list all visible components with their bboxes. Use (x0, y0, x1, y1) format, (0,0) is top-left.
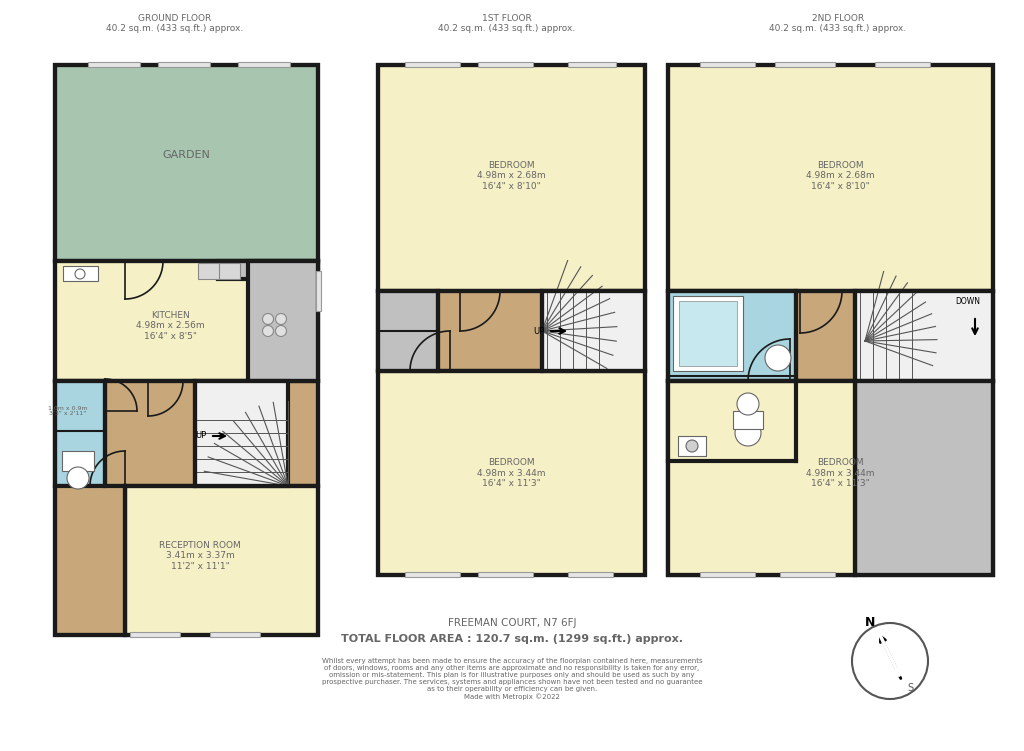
Text: BEDROOM
4.98m x 2.68m
16'4" x 8'10": BEDROOM 4.98m x 2.68m 16'4" x 8'10" (806, 161, 874, 191)
Text: S: S (907, 683, 913, 693)
Circle shape (67, 467, 89, 489)
Text: FREEMAN COURT, N7 6FJ: FREEMAN COURT, N7 6FJ (447, 618, 577, 628)
Bar (55, 486, 125, 635)
Text: DOWN: DOWN (955, 297, 981, 306)
Text: BEDROOM
4.98m x 3.44m
16'4" x 11'3": BEDROOM 4.98m x 3.44m 16'4" x 11'3" (477, 458, 545, 488)
Text: 1.0m x 0.9m
3'3" x 2'11": 1.0m x 0.9m 3'3" x 2'11" (48, 406, 88, 416)
Circle shape (765, 345, 791, 371)
Text: 2ND FLOOR
40.2 sq.m. (433 sq.ft.) approx.: 2ND FLOOR 40.2 sq.m. (433 sq.ft.) approx… (769, 14, 906, 33)
Text: 1ST FLOOR
40.2 sq.m. (433 sq.ft.) approx.: 1ST FLOOR 40.2 sq.m. (433 sq.ft.) approx… (438, 14, 575, 33)
Bar (733, 411, 763, 429)
Circle shape (735, 420, 761, 446)
Bar (195, 381, 288, 486)
Text: RECEPTION ROOM
3.41m x 3.37m
11'2" x 11'1": RECEPTION ROOM 3.41m x 3.37m 11'2" x 11'… (159, 541, 241, 571)
Bar (855, 381, 993, 575)
Bar (406, 62, 460, 67)
Bar (238, 62, 290, 67)
Text: BEDROOM
4.98m x 3.44m
16'4" x 11'3": BEDROOM 4.98m x 3.44m 16'4" x 11'3" (806, 458, 874, 488)
Bar (248, 261, 318, 381)
Bar (679, 301, 737, 366)
Bar (55, 65, 318, 261)
Bar (218, 261, 318, 279)
Circle shape (262, 325, 273, 336)
Bar (855, 291, 993, 381)
Bar (210, 632, 260, 637)
Text: GROUND FLOOR
40.2 sq.m. (433 sq.ft.) approx.: GROUND FLOOR 40.2 sq.m. (433 sq.ft.) app… (106, 14, 244, 33)
Bar (668, 291, 993, 381)
Circle shape (75, 269, 85, 279)
Bar (780, 572, 835, 577)
Circle shape (275, 313, 287, 324)
Bar (668, 65, 993, 291)
Bar (88, 62, 140, 67)
Bar (63, 266, 98, 281)
Text: UP: UP (195, 432, 206, 441)
Bar (158, 62, 210, 67)
Circle shape (262, 313, 273, 324)
Bar (378, 291, 438, 371)
Bar (478, 572, 534, 577)
Bar (378, 291, 645, 371)
Bar (378, 371, 645, 575)
Bar (700, 572, 755, 577)
Bar (568, 62, 616, 67)
Bar (668, 291, 796, 461)
Bar (668, 381, 993, 575)
Bar (198, 263, 240, 279)
Bar (125, 486, 318, 635)
Text: BEDROOM
4.98m x 2.68m
16'4" x 8'10": BEDROOM 4.98m x 2.68m 16'4" x 8'10" (477, 161, 546, 191)
Bar (55, 65, 318, 635)
Bar (130, 632, 180, 637)
Bar (406, 572, 460, 577)
Text: N: N (865, 616, 876, 629)
Text: GARDEN: GARDEN (162, 150, 210, 160)
Bar (668, 65, 993, 575)
Bar (678, 436, 706, 456)
Circle shape (275, 325, 287, 336)
Bar (378, 65, 645, 575)
Bar (55, 381, 105, 486)
Text: Whilst every attempt has been made to ensure the accuracy of the floorplan conta: Whilst every attempt has been made to en… (322, 658, 702, 700)
Bar (568, 572, 613, 577)
Bar (316, 271, 321, 311)
Circle shape (737, 393, 759, 415)
Bar (775, 62, 835, 67)
Bar (55, 381, 318, 486)
Bar (55, 261, 318, 381)
Bar (378, 65, 645, 291)
Text: TOTAL FLOOR AREA : 120.7 sq.m. (1299 sq.ft.) approx.: TOTAL FLOOR AREA : 120.7 sq.m. (1299 sq.… (341, 634, 683, 644)
Bar (700, 62, 755, 67)
Bar (673, 296, 743, 371)
Circle shape (686, 440, 698, 452)
Text: UP: UP (532, 327, 544, 336)
Bar (542, 291, 645, 371)
Text: KITCHEN
4.98m x 2.56m
16'4" x 8'5": KITCHEN 4.98m x 2.56m 16'4" x 8'5" (136, 311, 205, 341)
Bar (478, 62, 534, 67)
Bar (874, 62, 930, 67)
Bar (668, 381, 855, 575)
Bar (62, 451, 94, 471)
